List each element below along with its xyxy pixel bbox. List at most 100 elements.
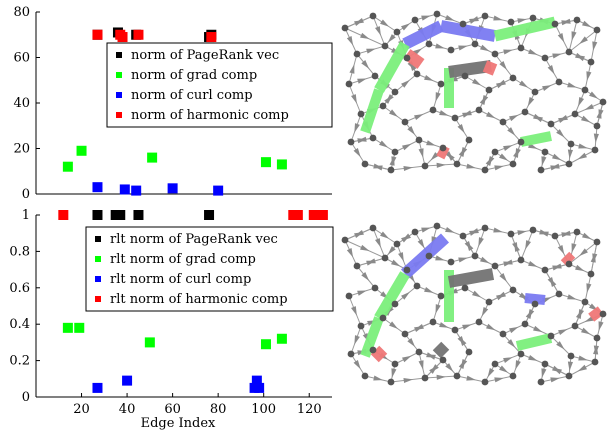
graph-node [461,284,469,292]
edge-arrow [561,18,571,24]
graph-node [565,372,573,380]
legend-marker [116,92,122,98]
edge-arrow [549,277,557,287]
edge-arrow [414,114,424,121]
edge-arrow [479,95,487,105]
legend-box [106,42,333,128]
graph-node [491,148,499,156]
graph-node [425,252,433,260]
graph-node [471,40,479,48]
y-tick-label: 0 [22,187,30,202]
edge-arrow [582,20,592,28]
edge-arrow [525,309,533,319]
graph-node [369,12,377,20]
edge-arrow [360,32,370,40]
highlighted-edge [515,333,553,351]
graph-node [415,348,423,356]
edge-arrow [598,321,604,331]
data-point-norm-of-grad-comp [147,152,158,163]
highlighted-edge [402,20,444,50]
edge-arrow [389,156,395,166]
graph-node [437,80,445,88]
edge-arrow [435,255,445,261]
graph-node [387,166,395,174]
edge-arrow [581,327,591,335]
graph-node [593,122,601,130]
legend-marker [116,72,122,78]
graph-node [401,118,409,126]
graph-node [437,292,445,300]
edge-arrow [391,368,397,378]
edge-arrow [503,145,513,151]
edge-arrow [486,111,496,119]
data-point-norm-of-harmonic-comp [133,29,144,40]
edge-arrow [593,133,599,143]
edge-arrow [346,248,354,258]
y-tick-label: 0.4 [9,317,30,332]
graph-node [461,72,469,80]
graph-node [581,86,589,94]
data-point-rlt-norm-of-grad-comp [260,339,271,350]
graph-node [475,106,483,114]
edge-arrow [493,15,503,21]
edge-arrow [550,377,560,383]
highlighted-edge [482,60,498,76]
edge-arrow [513,148,519,158]
graph-node [571,110,579,118]
edge-arrow [357,290,367,296]
data-point-norm-of-curl-comp [92,182,103,193]
edge-arrow [472,290,482,298]
graph-node [599,98,607,106]
edge-arrow [391,259,401,267]
edge-arrow [493,227,503,233]
graph-node [471,252,479,260]
graph-node [439,144,447,152]
edge-arrow [351,306,357,316]
graph-node [481,224,489,232]
graph-node [353,262,361,270]
edge-arrow [389,109,399,117]
data-point-rlt-norm-of-harmonic-comp [308,210,319,220]
edge-arrow [499,365,509,373]
graph-node [485,298,493,306]
graph-node [391,300,399,308]
edge-arrow [557,33,565,43]
data-point-rlt-norm-of-grad-comp [144,337,155,348]
legend-marker [95,276,101,282]
graph-node [421,374,429,382]
highlighted-edge [436,144,450,160]
graph-node [361,372,369,380]
data-point-norm-of-grad-comp [276,159,287,170]
graph-node [507,230,515,238]
edge-arrow [558,329,568,336]
edge-arrow [541,156,547,166]
graph-node [529,14,537,22]
edge-arrow [366,258,376,264]
graph-node [415,136,423,144]
graph-node [401,330,409,338]
graph-node [593,238,601,246]
y-tick-label: 40 [13,96,30,111]
edge-arrow [575,54,585,62]
highlighted-edge [448,60,492,78]
edge-arrow [528,48,538,55]
graph-node [499,118,507,126]
edge-arrow [487,368,495,378]
highlighted-edge [447,268,495,288]
data-point-rlt-norm-of-pagerank-vec [92,210,103,220]
graph-node [499,330,507,338]
graph-node [599,310,607,318]
graph-node [459,232,467,240]
edge-arrow [586,71,592,81]
graph-node [447,258,455,266]
edge-arrow [462,110,472,116]
graph-node [507,18,515,26]
edge-arrow [401,291,410,300]
edge-arrow [494,377,504,383]
edge-arrow [567,82,577,88]
edge-arrow [353,148,361,158]
graph-node [391,360,399,368]
edge-arrow [567,361,573,371]
edge-arrow [462,324,472,330]
